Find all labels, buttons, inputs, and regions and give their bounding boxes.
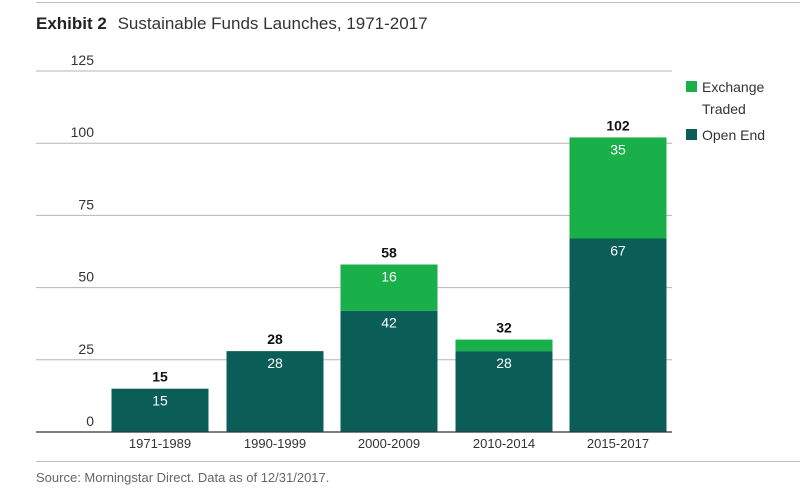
total-value-label: 102 (606, 117, 630, 133)
bar-open-end (569, 238, 667, 432)
open-end-value-label: 15 (152, 393, 168, 409)
open-end-value-label: 28 (496, 355, 512, 371)
y-tick-label: 75 (78, 196, 94, 212)
y-tick-label: 125 (71, 52, 95, 68)
bar-open-end (226, 351, 324, 432)
legend-label-exchange-traded-line2: Traded (702, 101, 746, 117)
open-end-value-label: 67 (610, 243, 626, 259)
exchange-traded-value-label: 35 (610, 141, 626, 157)
bar-exchange-traded (455, 339, 553, 352)
bar-open-end (111, 388, 209, 432)
x-tick-label: 1990-1999 (244, 436, 306, 451)
bar-open-end (455, 351, 553, 432)
legend-label-open-end: Open End (702, 127, 765, 143)
open-end-value-label: 42 (381, 315, 397, 331)
legend-label-exchange-traded: Exchange (702, 79, 764, 95)
exhibit-label: Exhibit 2 (36, 14, 107, 33)
bar-exchange-traded (340, 264, 438, 311)
y-tick-label: 25 (78, 341, 94, 357)
total-value-label: 28 (267, 331, 283, 347)
total-value-label: 58 (381, 244, 397, 260)
open-end-value-label: 28 (267, 355, 283, 371)
top-rule (36, 2, 800, 3)
total-value-label: 32 (496, 320, 512, 336)
bar-exchange-traded (569, 137, 667, 239)
x-tick-label: 2010-2014 (473, 436, 535, 451)
y-tick-label: 0 (86, 413, 94, 429)
bar-open-end (340, 310, 438, 432)
y-tick-label: 50 (78, 269, 94, 285)
total-value-label: 15 (152, 369, 168, 385)
exhibit-header: Exhibit 2 Sustainable Funds Launches, 19… (36, 14, 428, 34)
chart-title: Sustainable Funds Launches, 1971-2017 (117, 14, 428, 33)
legend-swatch-exchange-traded (686, 81, 697, 92)
y-tick-label: 100 (71, 124, 95, 140)
exchange-traded-value-label: 16 (381, 268, 397, 284)
x-tick-label: 1971-1989 (129, 436, 191, 451)
bottom-rule (36, 461, 800, 462)
legend-swatch-open-end (686, 129, 697, 140)
source-note: Source: Morningstar Direct. Data as of 1… (36, 470, 330, 485)
x-tick-label: 2000-2009 (358, 436, 420, 451)
x-tick-label: 2015-2017 (587, 436, 649, 451)
